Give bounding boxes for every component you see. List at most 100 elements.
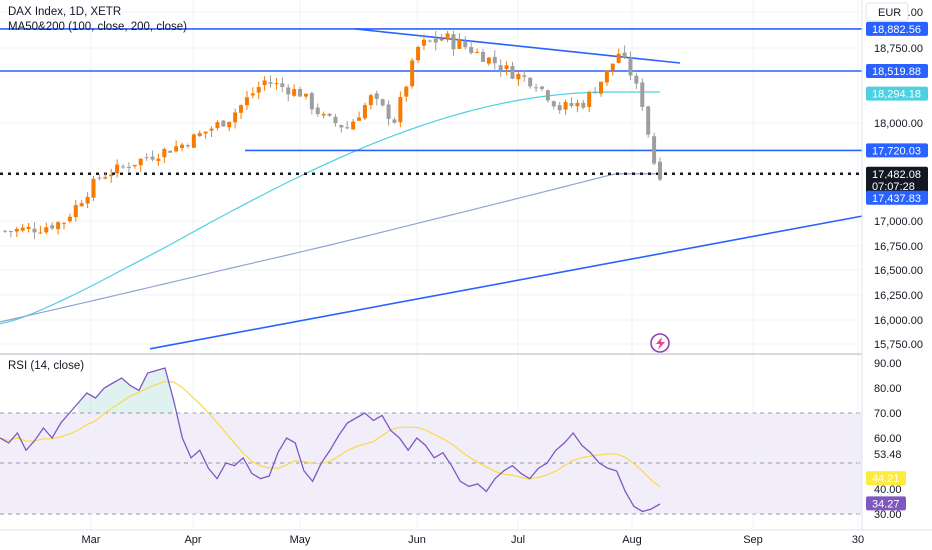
candle-body <box>528 77 533 87</box>
time-tick-label: May <box>290 534 311 546</box>
candle-body <box>439 38 444 41</box>
candle-body <box>587 92 592 107</box>
price-tag-box[interactable] <box>866 190 928 205</box>
time-tick-label: Mar <box>82 534 101 546</box>
price-tag-label: 17,482.08 <box>872 169 921 181</box>
price-tag-label: 18,882.56 <box>872 24 921 36</box>
price-tag-box[interactable] <box>866 166 928 181</box>
rsi-band <box>0 413 862 514</box>
price-tick-label: 18,000.00 <box>874 118 923 130</box>
candle-body <box>516 73 521 80</box>
candle-body <box>109 174 114 177</box>
candle-body <box>368 95 373 106</box>
time-tick-label: Sep <box>743 534 763 546</box>
candle-body <box>522 75 527 77</box>
candle-body <box>156 158 161 161</box>
candle-body <box>239 105 244 113</box>
rsi-ma-line <box>0 381 661 488</box>
price-tag-box[interactable] <box>866 64 928 79</box>
candle-body <box>85 196 90 204</box>
candle-body <box>598 81 603 94</box>
candle-body <box>268 82 273 84</box>
candle-body <box>646 106 651 135</box>
currency-box[interactable] <box>865 2 909 22</box>
candle-body <box>144 157 149 159</box>
rsi-overbought-fill <box>78 368 174 413</box>
candle-body <box>463 40 468 48</box>
price-tag-box[interactable] <box>866 86 928 101</box>
time-tick-label: Jun <box>408 534 426 546</box>
price-tick-label: 16,500.00 <box>874 265 923 277</box>
candle-body <box>97 177 102 179</box>
candle-body <box>480 52 485 62</box>
price-tick-label: 17,000.00 <box>874 216 923 228</box>
candle-body <box>563 102 568 110</box>
candle-body <box>91 178 96 198</box>
candle-body <box>610 63 615 71</box>
rsi-tag-box[interactable] <box>866 496 906 511</box>
candle-body <box>327 113 332 116</box>
candle-body <box>126 166 131 168</box>
candle-body <box>26 226 31 229</box>
candle-body <box>132 164 137 167</box>
candle-body <box>315 107 320 115</box>
candle-body <box>174 146 179 152</box>
price-tag-layer: 18,882.56 18,519.88 18,294.18 17,720.03 17,4… <box>866 21 928 511</box>
candle-body <box>50 225 55 229</box>
rsi-tag-box[interactable] <box>866 471 906 486</box>
candle-body <box>280 83 285 87</box>
axis-layer: MarAprMayJunJulAugSep3019,000.0018,750.0… <box>82 7 923 546</box>
candle-body <box>658 161 662 180</box>
candle-body <box>292 89 297 96</box>
candle-body <box>445 33 450 40</box>
candle-body <box>469 47 474 54</box>
candle-body <box>475 51 480 53</box>
price-tick-label: 16,000.00 <box>874 315 923 327</box>
candle-body <box>534 87 539 89</box>
candle-body <box>575 102 580 107</box>
candle-body <box>581 102 586 108</box>
candle-body <box>374 93 379 99</box>
candle-body <box>410 60 415 87</box>
candle-body <box>244 97 249 106</box>
candle-body <box>362 105 367 119</box>
rsi-tag-label: 44.21 <box>872 473 900 485</box>
candle-body <box>392 119 397 123</box>
price-tag-box[interactable] <box>866 143 928 158</box>
candle-body <box>115 164 120 174</box>
rsi-layer <box>0 367 661 513</box>
candle-body <box>451 34 456 50</box>
candle-body <box>168 150 173 153</box>
candle-body <box>227 121 232 128</box>
candle-body <box>421 39 426 46</box>
candle-body <box>56 222 61 230</box>
candle-body <box>209 128 214 131</box>
candle-body <box>309 93 314 110</box>
time-tick-label: Aug <box>622 534 642 546</box>
candle-body <box>3 230 7 232</box>
candle-body <box>457 38 462 49</box>
candle-body <box>62 222 67 224</box>
price-tag-box[interactable] <box>866 21 928 36</box>
candle-body <box>345 127 350 129</box>
candle-body <box>38 232 43 234</box>
price-tag-box[interactable] <box>866 178 928 193</box>
price-tick-label: 18,750.00 <box>874 43 923 55</box>
time-tick-label: Jul <box>511 534 525 546</box>
candle-body <box>138 158 143 166</box>
candle-body <box>79 203 84 207</box>
candle-body <box>321 114 326 116</box>
lightning-icon[interactable] <box>650 333 670 353</box>
candle-body <box>557 105 562 111</box>
rsi-background-layer <box>0 412 862 515</box>
candle-body <box>551 101 556 107</box>
candle-body <box>486 57 491 64</box>
rsi-tick-label: 30.00 <box>874 509 902 521</box>
rsi-line <box>0 367 661 513</box>
candle-body <box>539 86 544 89</box>
candle-body <box>215 122 220 129</box>
price-tick-label: 16,250.00 <box>874 290 923 302</box>
indicator-label: MA50&200 (100, close, 200, close) <box>8 21 187 33</box>
